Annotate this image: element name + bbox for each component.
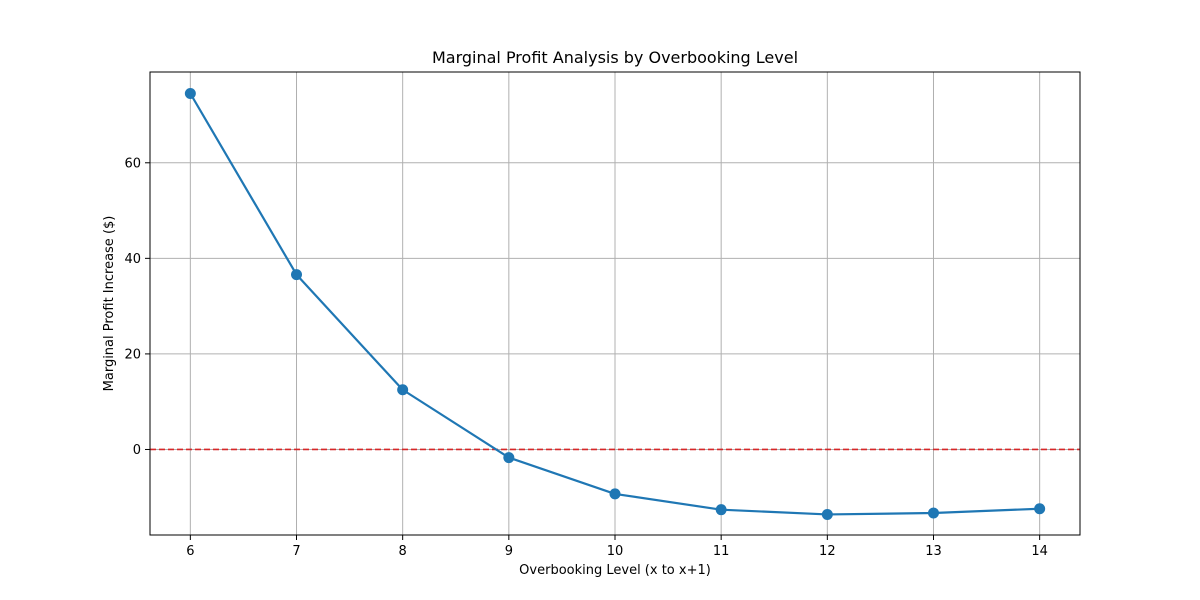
data-point [503, 452, 515, 464]
x-tick-label: 13 [925, 544, 942, 559]
x-tick-label: 9 [505, 544, 513, 559]
data-point [184, 88, 196, 100]
data-point [715, 504, 727, 516]
y-tick-label: 0 [133, 443, 141, 458]
y-tick-label: 40 [124, 252, 141, 267]
x-tick-label: 6 [186, 544, 194, 559]
data-point [927, 507, 939, 519]
x-axis-label: Overbooking Level (x to x+1) [519, 563, 711, 578]
y-axis-label: Marginal Profit Increase ($) [102, 216, 117, 392]
axis-ticks: 6 7 8 9 10 11 12 13 14 0 20 40 60 [124, 156, 1047, 559]
x-tick-label: 10 [607, 544, 624, 559]
x-tick-label: 12 [819, 544, 836, 559]
chart-title: Marginal Profit Analysis by Overbooking … [432, 48, 798, 67]
y-tick-label: 60 [124, 156, 141, 171]
x-tick-label: 8 [399, 544, 407, 559]
y-tick-label: 20 [124, 347, 141, 362]
data-point [397, 384, 409, 396]
data-point [291, 269, 303, 281]
data-point [1034, 503, 1046, 515]
data-point [821, 508, 833, 520]
series-group [184, 88, 1046, 520]
data-point [609, 488, 621, 500]
x-tick-label: 7 [292, 544, 300, 559]
x-tick-label: 11 [713, 544, 730, 559]
x-tick-label: 14 [1031, 544, 1048, 559]
